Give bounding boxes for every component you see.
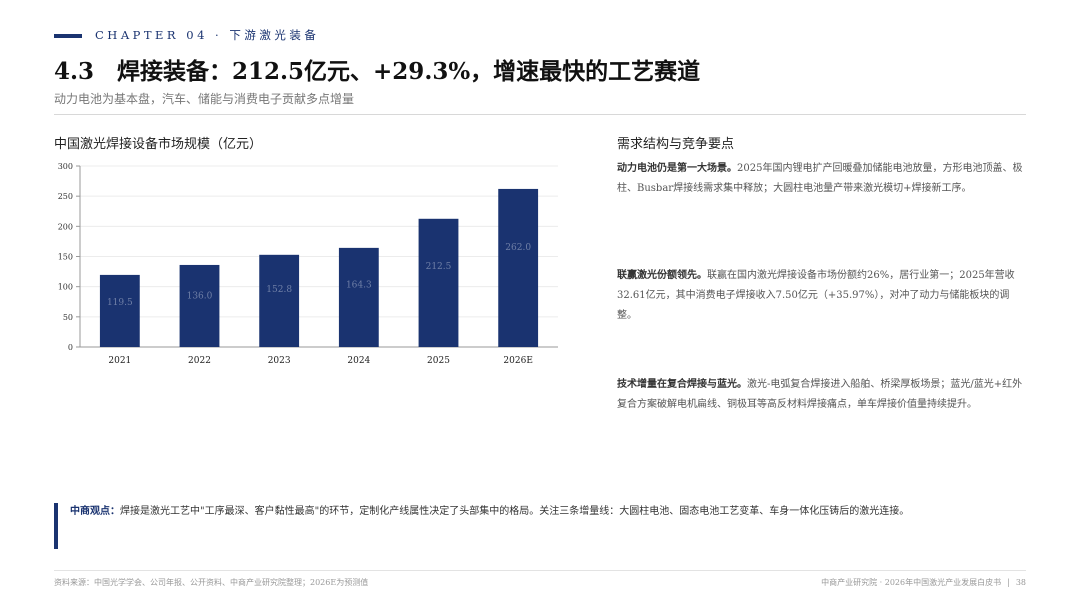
source-note: 资料来源：中国光学学会、公司年报、公开资料、中商产业研究院整理；2026E为预测… — [54, 578, 369, 587]
point-2-lead: 联赢激光份额领先。 — [617, 270, 707, 281]
bar — [259, 254, 300, 347]
chart-title: 中国激光焊接设备市场规模（亿元） — [54, 137, 263, 152]
insight-label: 中商观点： — [70, 506, 120, 517]
x-tick-label: 2026E — [503, 356, 532, 366]
bar-value-label: 262.0 — [505, 243, 531, 253]
bar-value-label: 152.8 — [266, 285, 292, 295]
insight-box: 中商观点：焊接是激光工艺中"工序最深、客户黏性最高"的环节，定制化产线属性决定了… — [70, 503, 1020, 521]
bar — [179, 264, 220, 347]
footer-org: 中商产业研究院 · 2026年中国激光产业发展白皮书 — [821, 578, 1002, 587]
header-divider — [54, 114, 1026, 115]
page-title: 4.3 焊接装备：212.5亿元、+29.3%，增速最快的工艺赛道 — [54, 58, 701, 85]
bar-value-label: 136.0 — [187, 291, 213, 301]
footer-separator: | — [1007, 578, 1010, 587]
point-3: 技术增量在复合焊接与蓝光。激光-电弧复合焊接进入船舶、桥梁厚板场景；蓝光/蓝光+… — [617, 375, 1026, 415]
point-2-text: 联赢在国内激光焊接设备市场份额约26%，居行业第一；2025年营收32.61亿元… — [617, 270, 1015, 321]
x-tick-label: 2021 — [108, 356, 131, 366]
y-tick-label: 250 — [58, 192, 73, 201]
page-subtitle: 动力电池为基本盘，汽车、储能与消费电子贡献多点增量 — [54, 92, 355, 106]
bar-chart-svg: 0 50 100 150 200 250 300 119.5 2021 136.0 2022 152.… — [58, 162, 558, 366]
x-tick-label: 2022 — [188, 356, 211, 366]
footer-right: 中商产业研究院 · 2026年中国激光产业发展白皮书 | 38 — [821, 577, 1026, 588]
bar — [418, 218, 459, 347]
bar-value-label: 119.5 — [107, 298, 133, 308]
x-tick-label: 2024 — [347, 356, 370, 366]
y-tick-label: 200 — [58, 222, 73, 231]
y-tick-label: 0 — [68, 343, 73, 352]
y-tick-label: 300 — [58, 162, 73, 171]
chapter-label: CHAPTER 04 · 下游激光装备 — [95, 28, 320, 42]
bar — [498, 188, 539, 347]
bar-value-label: 212.5 — [426, 262, 452, 272]
insight-text: 焊接是激光工艺中"工序最深、客户黏性最高"的环节，定制化产线属性决定了头部集中的… — [120, 506, 910, 517]
bar — [99, 274, 140, 347]
point-3-lead: 技术增量在复合焊接与蓝光。 — [617, 379, 747, 390]
point-2: 联赢激光份额领先。联赢在国内激光焊接设备市场份额约26%，居行业第一；2025年… — [617, 266, 1026, 326]
bar — [338, 247, 379, 347]
right-section-title: 需求结构与竞争要点 — [617, 137, 735, 152]
y-tick-label: 150 — [58, 253, 73, 262]
point-3-text: 激光-电弧复合焊接进入船舶、桥梁厚板场景；蓝光/蓝光+红外复合方案破解电机扁线、… — [617, 379, 1023, 410]
bar-value-label: 164.3 — [346, 281, 372, 291]
y-tick-label: 50 — [63, 313, 73, 322]
insight-accent-bar — [54, 503, 58, 549]
page-number: 38 — [1015, 578, 1026, 587]
point-1-lead: 动力电池仍是第一大场景。 — [617, 163, 737, 174]
point-1: 动力电池仍是第一大场景。2025年国内锂电扩产回暖叠加储能电池放量，方形电池顶盖… — [617, 159, 1026, 199]
y-tick-label: 100 — [58, 283, 73, 292]
x-tick-label: 2023 — [268, 356, 291, 366]
x-tick-label: 2025 — [427, 356, 450, 366]
point-1-text: 2025年国内锂电扩产回暖叠加储能电池放量，方形电池顶盖、极柱、Busbar焊接… — [617, 163, 1023, 194]
bar-chart: 0 50 100 150 200 250 300 119.5 2021 136.0 2022 152.… — [54, 158, 566, 370]
chapter-accent-bar — [54, 34, 82, 38]
footer-divider — [54, 570, 1026, 571]
